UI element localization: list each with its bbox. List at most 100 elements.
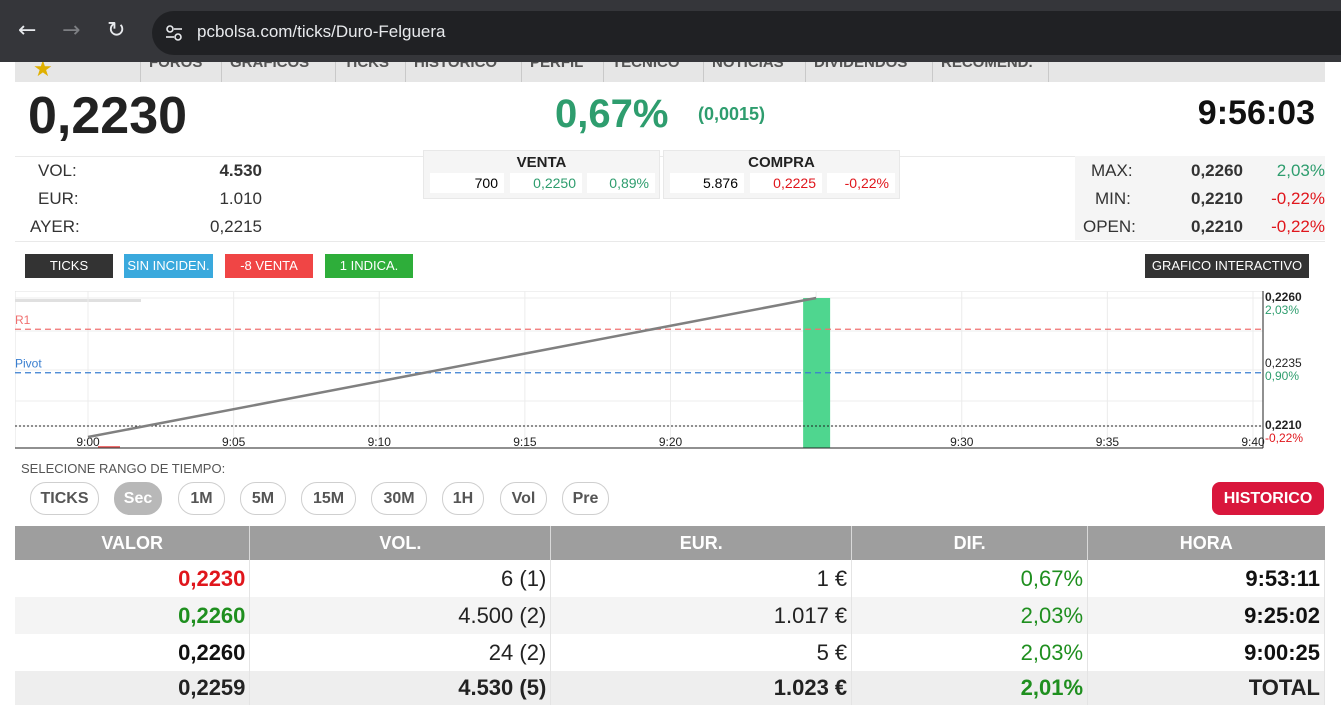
reload-icon[interactable]: ↻	[107, 18, 126, 43]
max-label: MAX:	[1091, 161, 1133, 180]
compra-box: COMPRA 5.876 0,2225 -0,22%	[663, 150, 900, 199]
range-stats	[1075, 156, 1325, 240]
ayer-value: 0,2215	[210, 217, 262, 236]
y-tick-pct: -0,22%	[1265, 431, 1303, 445]
level-label-r1: R1	[15, 313, 31, 327]
venta-box: VENTA 700 0,2250 0,89%	[423, 150, 660, 199]
cell-dif: 2,03%	[851, 597, 1089, 634]
venta-pct: 0,89%	[587, 173, 655, 193]
ayer-label: AYER:	[30, 217, 80, 236]
table-row: 0,2260 4.500 (2) 1.017 € 2,03% 9:25:02	[15, 597, 1325, 634]
x-tick-label: 9:15	[513, 435, 537, 449]
range-1m-button[interactable]: 1M	[178, 482, 225, 515]
venta-tag[interactable]: -8 VENTA	[225, 254, 313, 278]
x-tick-label: 9:35	[1096, 435, 1120, 449]
cell-vol: 24 (2)	[249, 634, 552, 671]
site-settings-icon[interactable]	[164, 23, 184, 43]
cell-valor: 0,2260	[15, 634, 251, 671]
compra-title: COMPRA	[748, 154, 815, 171]
cell-eur: 1.017 €	[550, 597, 853, 634]
compra-pct: -0,22%	[827, 173, 895, 193]
sin-inciden-tag[interactable]: SIN INCIDEN.	[124, 254, 213, 278]
max-value: 0,2260	[1191, 161, 1243, 180]
table-total-row: 0,2259 4.530 (5) 1.023 € 2,01% TOTAL	[15, 671, 1325, 705]
col-vol: VOL.	[249, 526, 552, 560]
arrow-right-icon[interactable]: →	[62, 18, 81, 43]
range-sec-button[interactable]: Sec	[114, 482, 162, 515]
table-row: 0,2230 6 (1) 1 € 0,67% 9:53:11	[15, 560, 1325, 597]
venta-price: 0,2250	[510, 173, 582, 193]
arrow-left-icon[interactable]: ←	[18, 18, 37, 43]
col-hora: HORA	[1087, 526, 1325, 560]
price-line	[87, 296, 817, 439]
total-valor: 0,2259	[15, 671, 251, 705]
range-pre-button[interactable]: Pre	[562, 482, 609, 515]
menu-perfil[interactable]: PERFIL	[521, 62, 591, 82]
indica-tag[interactable]: 1 INDICA.	[325, 254, 413, 278]
cell-eur: 1 €	[550, 560, 853, 597]
menu-historico[interactable]: HISTORICO	[405, 62, 505, 82]
min-value: 0,2210	[1191, 189, 1243, 208]
total-vol: 4.530 (5)	[249, 671, 552, 705]
range-15m-button[interactable]: 15M	[301, 482, 356, 515]
ticks-table: VALOR VOL. EUR. DIF. HORA 0,2230 6 (1) 1…	[15, 526, 1325, 705]
eur-label: EUR:	[38, 189, 79, 208]
range-30m-button[interactable]: 30M	[371, 482, 427, 515]
menu-tecnico[interactable]: TECNICO	[603, 62, 688, 82]
x-tick-label: 9:20	[659, 435, 683, 449]
address-bar[interactable]: pcbolsa.com/ticks/Duro-Felguera	[152, 11, 1341, 55]
vol-value: 4.530	[219, 161, 262, 180]
site-menu: ★ FOROS GRAFICOS TICKS HISTORICO PERFIL …	[15, 62, 1325, 82]
total-eur: 1.023 €	[550, 671, 853, 705]
cell-hora: 9:53:11	[1087, 560, 1325, 597]
y-tick-label: 0,2235	[1265, 356, 1302, 370]
menu-recomend[interactable]: RECOMEND.	[932, 62, 1041, 82]
quote-time: 9:56:03	[1197, 94, 1315, 132]
range-1h-button[interactable]: 1H	[442, 482, 484, 515]
change-percent: 0,67%	[555, 92, 669, 136]
x-tick-label: 9:10	[368, 435, 392, 449]
total-hora: TOTAL	[1087, 671, 1325, 705]
table-header: VALOR VOL. EUR. DIF. HORA	[15, 526, 1325, 560]
cell-dif: 2,03%	[851, 634, 1089, 671]
x-tick-label: 9:30	[950, 435, 974, 449]
historico-button[interactable]: HISTORICO	[1212, 482, 1324, 515]
divider	[15, 241, 1325, 242]
min-pct: -0,22%	[1271, 189, 1325, 208]
grafico-interactivo-button[interactable]: GRAFICO INTERACTIVO	[1145, 254, 1309, 278]
star-icon[interactable]: ★	[33, 62, 53, 81]
vol-label: VOL:	[38, 161, 77, 180]
y-tick-label: 0,2210	[1265, 418, 1302, 432]
chart-scroll-indicator	[15, 299, 141, 302]
range-ticks-button[interactable]: TICKS	[30, 482, 99, 515]
menu-graficos[interactable]: GRAFICOS	[221, 62, 317, 82]
menu-ticks[interactable]: TICKS	[335, 62, 397, 82]
venta-qty: 700	[430, 173, 504, 193]
menu-foros[interactable]: FOROS	[140, 62, 210, 82]
range-5m-button[interactable]: 5M	[240, 482, 286, 515]
menu-dividendos[interactable]: DIVIDENDOS	[805, 62, 915, 82]
venta-title: VENTA	[516, 154, 567, 171]
compra-qty: 5.876	[670, 173, 744, 193]
menu-noticias[interactable]: NOTICIAS	[703, 62, 792, 82]
max-pct: 2,03%	[1276, 161, 1325, 180]
browser-toolbar: ← → ↻ pcbolsa.com/ticks/Duro-Felguera	[0, 0, 1341, 62]
col-valor: VALOR	[15, 526, 251, 560]
cell-valor: 0,2260	[15, 597, 251, 634]
y-tick-label: 0,2260	[1265, 291, 1302, 304]
x-tick-label: 9:40	[1241, 435, 1265, 449]
range-vol-button[interactable]: Vol	[500, 482, 547, 515]
price-chart[interactable]: 9:009:059:109:159:209:259:309:359:40R1Pi…	[15, 291, 1325, 451]
open-pct: -0,22%	[1271, 217, 1325, 236]
col-eur: EUR.	[550, 526, 853, 560]
open-value: 0,2210	[1191, 217, 1243, 236]
col-dif: DIF.	[851, 526, 1089, 560]
cell-vol: 6 (1)	[249, 560, 552, 597]
cell-eur: 5 €	[550, 634, 853, 671]
cell-hora: 9:00:25	[1087, 634, 1325, 671]
url-text[interactable]: pcbolsa.com/ticks/Duro-Felguera	[197, 22, 446, 41]
total-dif: 2,01%	[851, 671, 1089, 705]
eur-value: 1.010	[219, 189, 262, 208]
ticks-tag[interactable]: TICKS	[25, 254, 113, 278]
compra-price: 0,2225	[750, 173, 822, 193]
